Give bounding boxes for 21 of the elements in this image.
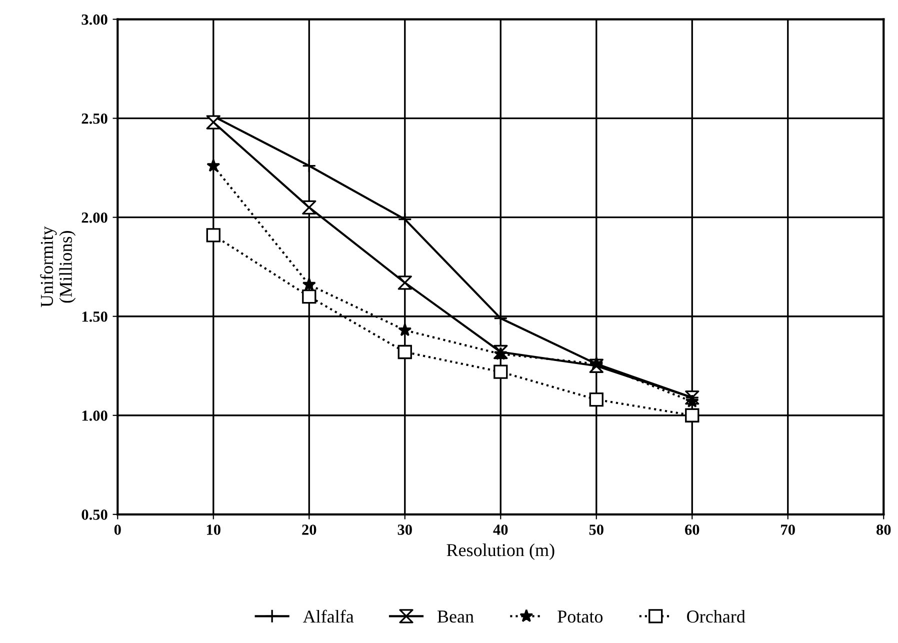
legend-label: Bean	[437, 610, 474, 623]
x-tick-label: 20	[302, 524, 316, 535]
y-tick-label: 2.50	[82, 113, 108, 124]
y-axis-title: Uniformity (Millions)	[40, 226, 76, 308]
x-tick-label: 50	[589, 524, 604, 535]
y-tick-label: 1.00	[82, 410, 108, 421]
x-tick-label: 0	[114, 524, 121, 535]
y-tick-label: 0.50	[82, 510, 108, 520]
x-tick-label: 10	[206, 524, 220, 535]
x-axis-title: Resolution (m)	[446, 544, 554, 560]
legend-label: Alfalfa	[302, 610, 354, 623]
x-tick-label: 70	[781, 524, 795, 535]
y-tick-label: 3.00	[82, 14, 108, 25]
x-tick-label: 30	[398, 524, 412, 535]
y-tick-label: 1.50	[82, 311, 108, 322]
x-tick-label: 40	[493, 524, 508, 535]
legend-label: Orchard	[687, 610, 746, 623]
legend-label: Potato	[558, 610, 603, 623]
x-tick-label: 80	[876, 524, 891, 535]
y-tick-label: 2.00	[82, 212, 108, 223]
x-tick-label: 60	[685, 524, 700, 535]
